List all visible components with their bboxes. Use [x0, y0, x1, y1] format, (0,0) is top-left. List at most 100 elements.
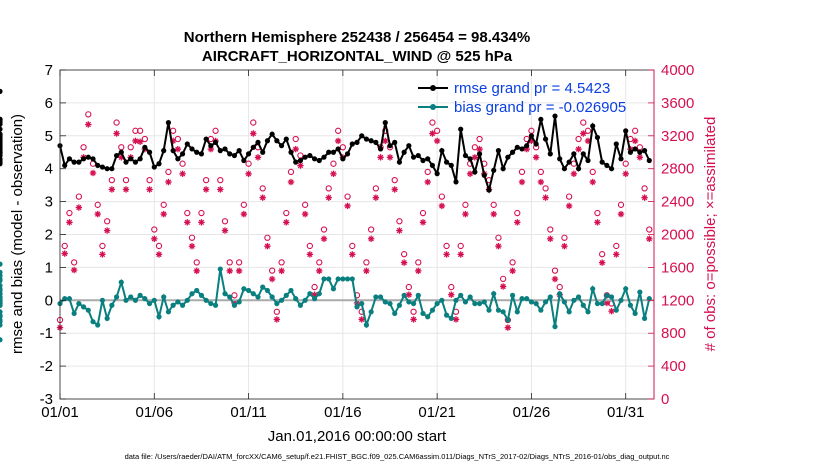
obs-assimilated-point: [94, 210, 101, 218]
bias-point: [208, 300, 214, 307]
rmse-point: [462, 152, 469, 159]
obs-possible-point: [103, 218, 111, 225]
bias-legend-label: bias grand pr = -0.026905: [454, 99, 626, 116]
obs-assimilated-point: [594, 219, 601, 226]
rmse-point: [99, 164, 106, 170]
obs-possible-point: [344, 193, 351, 200]
rmse-point: [509, 149, 516, 155]
rmse-point: [429, 162, 436, 169]
bias-point: [0, 309, 3, 315]
obs-possible-point: [235, 259, 243, 266]
obs-possible-point: [433, 127, 441, 134]
bias-point: [472, 300, 478, 307]
y-axis-label: rmse and bias (model - observation): [9, 114, 26, 354]
bias-point: [594, 300, 601, 307]
bias-point: [453, 297, 459, 303]
obs-assimilated-point: [518, 178, 526, 186]
bias-point: [429, 307, 436, 313]
bias-point: [387, 300, 393, 307]
obs-assimilated-point: [132, 137, 139, 145]
obs-possible-point: [363, 259, 370, 266]
bias-point: [491, 291, 497, 297]
rmse-point: [278, 143, 285, 149]
bias-point: [590, 286, 596, 292]
obs-assimilated-point: [259, 194, 266, 201]
rmse-point: [260, 149, 266, 155]
legend: rmse grand pr = 4.5423 bias grand pr = -0…: [418, 80, 626, 116]
obs-possible-point: [537, 168, 545, 176]
bias-point: [443, 312, 450, 318]
y-tick-label: -3: [40, 391, 53, 408]
bias-point: [255, 294, 261, 300]
obs-possible-point: [94, 201, 101, 208]
bias-point: [509, 292, 516, 298]
bias-point: [198, 292, 205, 298]
obs-possible-point: [419, 209, 427, 217]
obs-possible-point: [349, 242, 356, 250]
obs-assimilated-point: [462, 210, 469, 218]
obs-assimilated-point: [504, 324, 512, 331]
rmse-point: [505, 154, 511, 160]
bias-point: [175, 299, 181, 305]
obs-possible-point: [240, 201, 248, 208]
bias-point: [439, 297, 445, 303]
rmse-point: [231, 152, 238, 159]
rmse-point: [594, 134, 601, 141]
obs-possible-point: [136, 127, 144, 134]
rmse-point: [146, 149, 153, 155]
obs-possible-point: [259, 185, 266, 192]
rmse-point: [0, 118, 3, 124]
bias-point: [608, 294, 615, 300]
y-tick-label: 2: [45, 227, 53, 244]
rmse-point: [585, 157, 591, 164]
rmse-point: [481, 172, 487, 178]
rmse-point: [453, 179, 459, 185]
obs-assimilated-point: [419, 219, 427, 226]
rmse-point: [142, 144, 148, 150]
obs-possible-point: [264, 234, 271, 241]
rmse-point: [212, 139, 219, 145]
obs-assimilated-point: [363, 267, 370, 275]
rmse-point: [472, 169, 478, 175]
bias-point: [170, 302, 176, 308]
obs-assimilated-point: [325, 194, 332, 201]
rmse-point: [165, 120, 172, 126]
rmse-point: [344, 151, 351, 157]
rmse-point: [382, 120, 388, 126]
obs-assimilated-point: [415, 267, 422, 275]
y-tick-label: 6: [45, 95, 53, 112]
bias-point: [613, 307, 619, 313]
rmse-point: [194, 149, 200, 155]
rmse-point: [557, 156, 563, 162]
obs-assimilated-point: [499, 283, 507, 290]
rmse-point: [330, 149, 337, 155]
obs-possible-point: [429, 119, 436, 126]
obs-possible-point: [141, 135, 149, 143]
bias-point: [189, 291, 195, 297]
y-tick-label: -1: [40, 325, 53, 342]
rmse-point: [241, 157, 247, 164]
bias-point: [227, 294, 233, 300]
bias-point: [109, 302, 115, 308]
obs-assimilated-point: [537, 178, 545, 186]
obs-assimilated-point: [589, 178, 596, 186]
obs-possible-point: [75, 193, 83, 200]
y2-tick-label: 1600: [661, 259, 694, 276]
y-tick-label: 4: [45, 161, 53, 178]
obs-assimilated-point: [179, 170, 186, 178]
rmse-point: [476, 151, 483, 157]
bias-point: [392, 310, 398, 317]
bias-point: [231, 302, 238, 308]
obs-assimilated-point: [532, 154, 540, 161]
y-tick-label: 1: [45, 259, 53, 276]
rmse-point: [646, 157, 652, 164]
obs-possible-point: [499, 275, 507, 282]
bias-point: [349, 276, 355, 282]
obs-assimilated-point: [452, 316, 460, 323]
obs-assimilated-point: [509, 267, 516, 275]
bias-point: [585, 309, 591, 315]
bias-point: [420, 310, 426, 317]
bias-point: [458, 292, 464, 298]
y2-tick-label: 2400: [661, 194, 694, 211]
obs-assimilated-point: [429, 130, 436, 137]
